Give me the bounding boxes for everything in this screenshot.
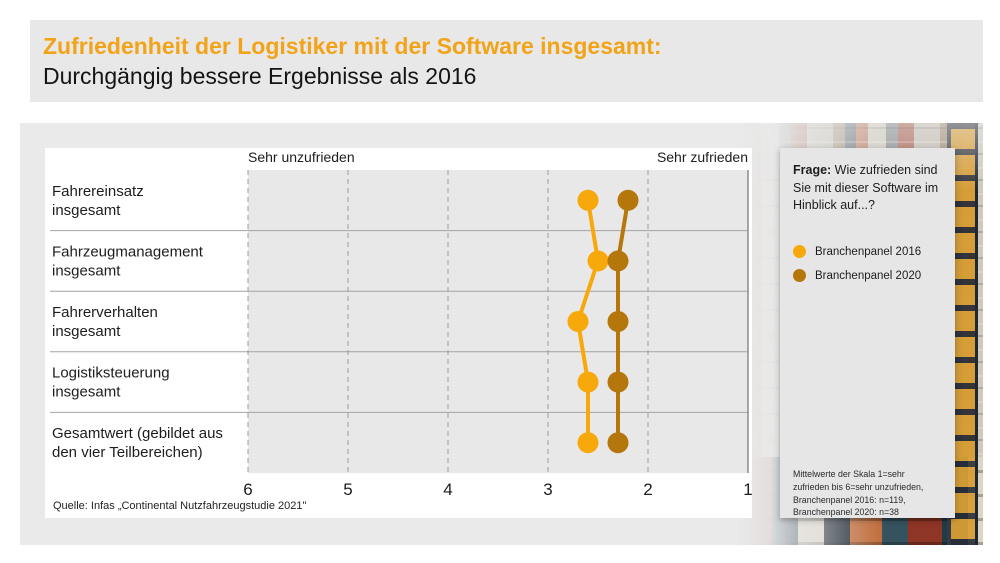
legend-item-2016: Branchenpanel 2016 [793, 245, 943, 258]
data-point-2016-row2 [587, 250, 609, 272]
chart-card: 6 5 4 3 2 1 Sehr unzufrieden Sehr zufrieden Fahr… [45, 148, 752, 518]
data-point-2020-row1 [617, 189, 639, 211]
info-panel: Frage: Wie zufrieden sind Sie mit dieser… [780, 148, 955, 518]
category-label: Fahrereinsatz insgesamt [52, 183, 144, 219]
legend-dot-2020 [793, 269, 806, 282]
tick-label-1: 1 [743, 480, 752, 499]
axis-label-right: Sehr zufrieden [657, 149, 748, 165]
tick-label-5: 5 [343, 480, 352, 499]
tick-label-2: 2 [643, 480, 652, 499]
slide-header: Zufriedenheit der Logistiker mit der Sof… [30, 20, 983, 102]
chart-legend: Branchenpanel 2016 Branchenpanel 2020 [793, 245, 943, 293]
question-text: Wie zufrieden sind Sie mit dieser Softwa… [793, 163, 939, 212]
category-label: Gesamtwert (gebildet aus den vier Teilber… [52, 425, 223, 461]
data-point-2020-row2 [607, 250, 629, 272]
methodology-footnote: Mittelwerte der Skala 1=sehr zufrieden b… [793, 469, 924, 518]
satisfaction-dot-plot: 6 5 4 3 2 1 Sehr unzufrieden Sehr zufrieden Fahr… [50, 149, 752, 499]
tick-label-4: 4 [443, 480, 452, 499]
category-label: Fahrerverhalten insgesamt [52, 304, 158, 340]
data-point-2020-row4 [607, 371, 629, 393]
data-point-2016-row1 [577, 189, 599, 211]
legend-label-2020: Branchenpanel 2020 [815, 269, 922, 282]
data-point-2016-row5 [577, 432, 599, 454]
source-note: Quelle: Infas „Continental Nutzfahrzeugs… [53, 500, 307, 512]
slide-subtitle: Durchgängig bessere Ergebnisse als 2016 [43, 62, 477, 89]
slide-title: Zufriedenheit der Logistiker mit der Sof… [43, 33, 662, 59]
legend-dot-2016 [793, 245, 806, 258]
tick-label-3: 3 [543, 480, 552, 499]
plot-band [248, 170, 748, 473]
category-label: Logistiksteuerung insgesamt [52, 365, 170, 401]
question-label: Frage: [793, 163, 832, 177]
tick-label-6: 6 [243, 480, 252, 499]
data-point-2020-row3 [607, 311, 629, 332]
data-point-2016-row4 [577, 371, 599, 393]
legend-item-2020: Branchenpanel 2020 [793, 269, 943, 282]
data-point-2020-row5 [607, 432, 629, 454]
axis-label-left: Sehr unzufrieden [248, 149, 355, 165]
legend-label-2016: Branchenpanel 2016 [815, 245, 922, 258]
content-area: 6 5 4 3 2 1 Sehr unzufrieden Sehr zufrieden Fahr… [20, 123, 983, 545]
survey-question: Frage: Wie zufrieden sind Sie mit dieser… [793, 162, 941, 215]
data-point-2016-row3 [567, 311, 589, 332]
category-label: Fahrzeugmanagement insgesamt [52, 243, 204, 279]
